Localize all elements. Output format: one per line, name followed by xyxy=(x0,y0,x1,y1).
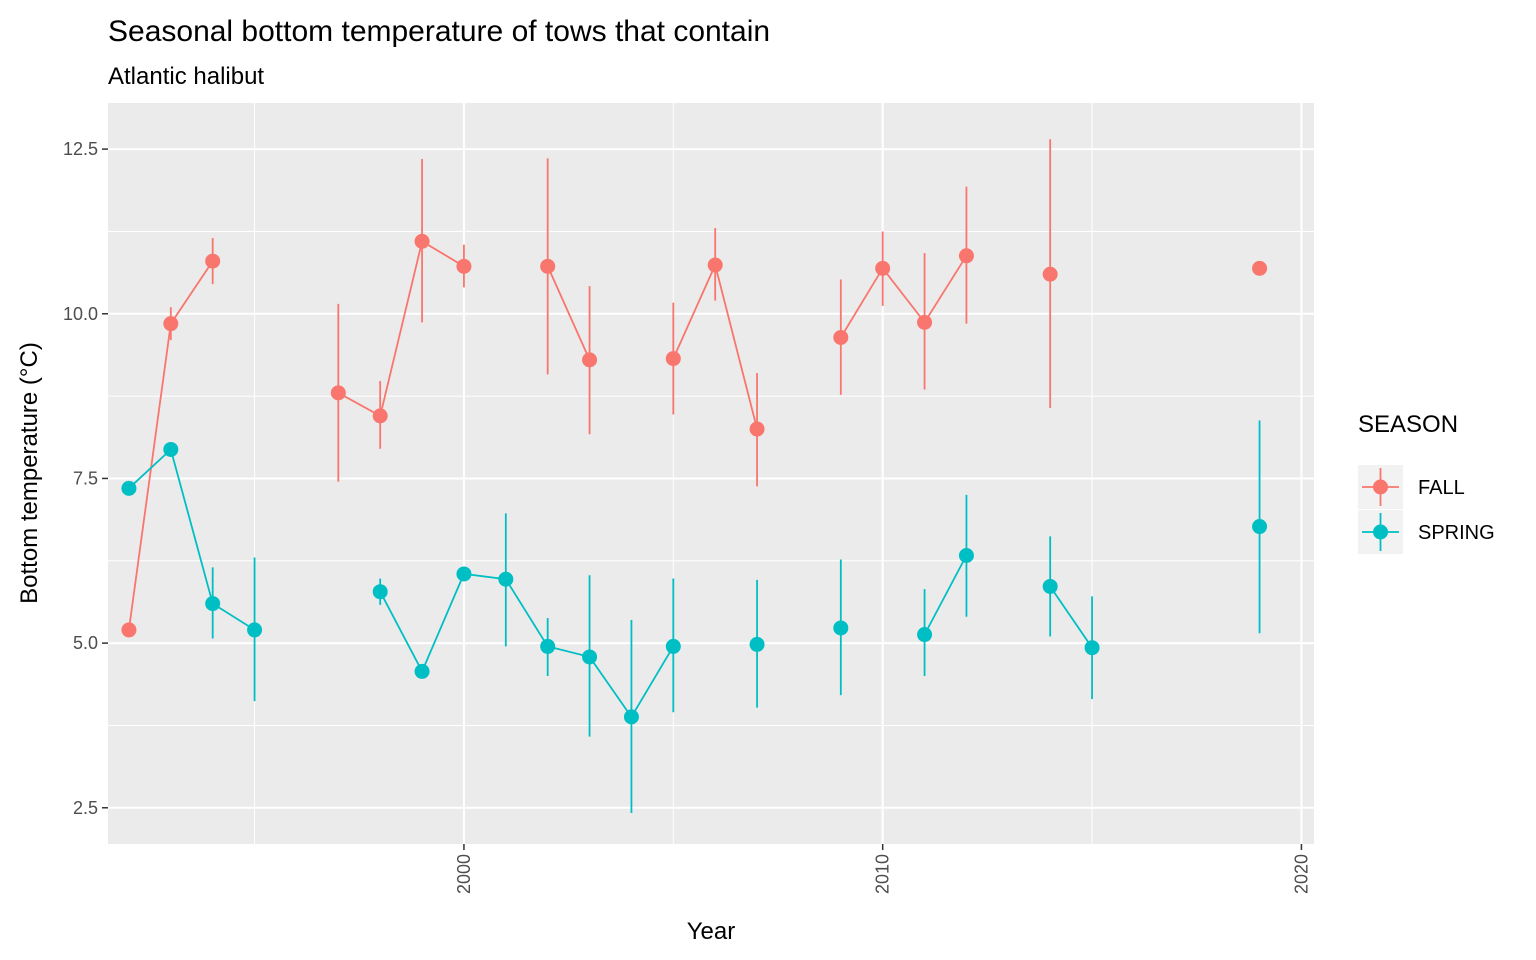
data-point xyxy=(330,385,346,401)
data-point xyxy=(414,233,430,249)
series-line xyxy=(923,555,968,635)
data-point xyxy=(665,638,681,654)
data-point xyxy=(1084,640,1100,656)
legend-key-fall xyxy=(1358,465,1403,509)
y-tick-label: 7.5 xyxy=(73,468,98,488)
y-axis: 2.5 5.0 7.5 10.0 12.5 xyxy=(63,139,108,818)
data-point xyxy=(121,480,137,496)
x-axis-title: Year xyxy=(687,918,736,945)
data-point xyxy=(833,620,849,636)
data-point xyxy=(917,314,933,330)
data-point xyxy=(749,636,765,652)
data-point xyxy=(540,638,556,654)
legend: SEASON FALL SPRING xyxy=(1358,411,1495,554)
x-tick-label: 2020 xyxy=(1291,854,1311,894)
data-point xyxy=(372,584,388,600)
series-line xyxy=(128,447,256,631)
x-tick-label: 2000 xyxy=(454,854,474,894)
data-point xyxy=(917,627,933,643)
data-point xyxy=(875,260,891,276)
series-line xyxy=(840,255,968,338)
data-point xyxy=(247,622,263,638)
data-point xyxy=(121,622,137,638)
data-point xyxy=(1042,578,1058,594)
y-axis-title: Bottom temperature (°C) xyxy=(16,342,43,604)
legend-label: SPRING xyxy=(1418,522,1495,544)
legend-key-spring xyxy=(1358,510,1403,554)
series-line xyxy=(1049,585,1093,649)
series-line xyxy=(546,265,591,361)
y-tick-label: 12.5 xyxy=(63,139,98,159)
data-point xyxy=(665,351,681,367)
data-point xyxy=(749,421,765,437)
grid-major xyxy=(108,103,1314,844)
y-tick-label: 10.0 xyxy=(63,304,98,324)
legend-label: FALL xyxy=(1418,477,1465,499)
series-line xyxy=(337,239,465,418)
data-point xyxy=(582,352,598,368)
data-point xyxy=(582,649,598,665)
data-point xyxy=(540,258,556,274)
data-point xyxy=(456,258,472,274)
data-point xyxy=(456,566,472,582)
data-point xyxy=(958,548,974,564)
data-point xyxy=(414,663,430,679)
data-point xyxy=(163,441,179,457)
y-tick-label: 5.0 xyxy=(73,633,98,653)
data-point xyxy=(1252,260,1268,276)
chart-title: Seasonal bottom temperature of tows that… xyxy=(108,15,770,48)
series-line xyxy=(379,572,675,719)
data-point xyxy=(498,571,514,587)
chart-subtitle: Atlantic halibut xyxy=(108,63,264,90)
x-axis: 2000 2010 2020 xyxy=(454,844,1311,894)
series-fall xyxy=(121,139,1268,638)
legend-title: SEASON xyxy=(1358,411,1458,438)
data-point xyxy=(372,408,388,424)
data-point xyxy=(833,329,849,345)
x-tick-label: 2010 xyxy=(873,854,893,894)
plot-panel xyxy=(108,103,1314,844)
data-point xyxy=(1252,519,1268,535)
data-point xyxy=(205,253,221,269)
data-point xyxy=(163,316,179,332)
grid-minor xyxy=(108,103,1314,844)
legend-key-point xyxy=(1373,524,1388,540)
series-spring xyxy=(121,420,1268,814)
data-point xyxy=(623,709,639,725)
series-layer xyxy=(121,139,1268,814)
data-point xyxy=(205,596,221,612)
data-point xyxy=(958,248,974,264)
data-point xyxy=(1042,266,1058,282)
data-point xyxy=(707,257,723,273)
legend-key-point xyxy=(1373,479,1388,495)
y-tick-label: 2.5 xyxy=(73,798,98,818)
